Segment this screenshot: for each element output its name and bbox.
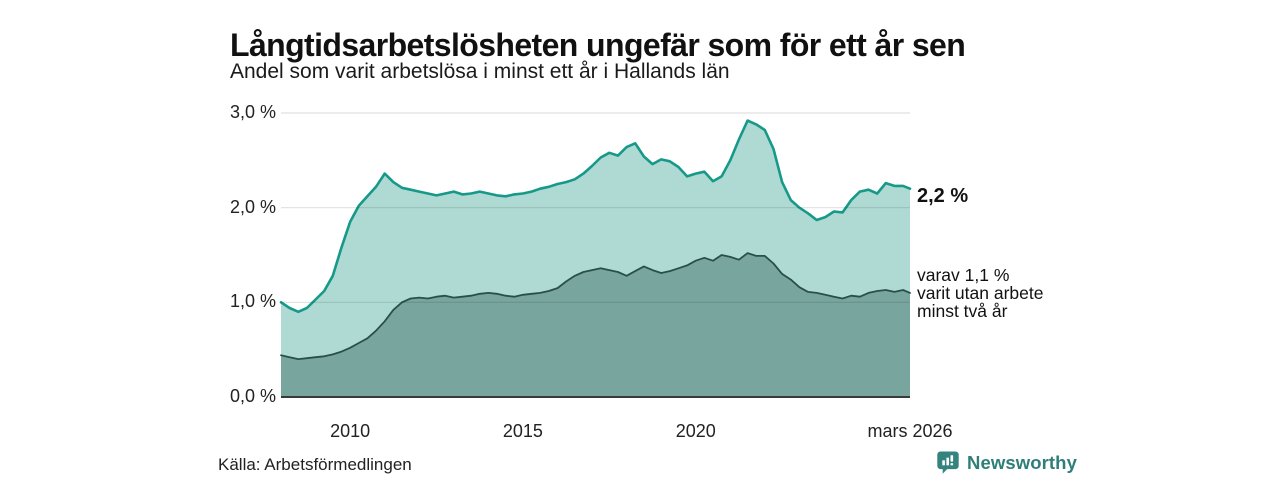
brand-logo: Newsworthy [936,450,1077,475]
annotation-line: varit utan arbete [917,283,1044,303]
y-tick-label: 0,0 % [229,386,276,406]
x-tick-label: 2015 [502,421,543,441]
annotation-line: varav 1,1 % [917,265,1010,285]
y-tick-label: 3,0 % [229,102,276,122]
y-tick-label: 1,0 % [229,291,276,312]
x-tick-label: 2010 [330,421,371,441]
share-two-years-area [281,253,910,397]
x-tick-label: 2020 [675,421,716,441]
annotation-line: minst två år [917,301,1008,321]
plot-area [279,105,912,405]
y-tick-label: 2,0 % [229,196,276,217]
newsworthy-icon [937,451,959,474]
chart-subtitle: Andel som varit arbetslösa i minst ett å… [230,60,730,83]
share-one-year-line [279,119,912,314]
source-note: Källa: Arbetsförmedlingen [218,455,412,474]
series-end-label-two-years: varav 1,1 % varit utan arbete minst två … [917,266,1043,320]
x-tick-label: mars 2026 [867,421,953,441]
page-title: Långtidsarbetslösheten ungefär som för e… [230,27,966,64]
series-end-label-total: 2,2 % [917,185,969,207]
area-chart-svg [279,112,912,398]
brand-name: Newsworthy [967,451,1077,473]
share-two-years-line [280,252,911,360]
